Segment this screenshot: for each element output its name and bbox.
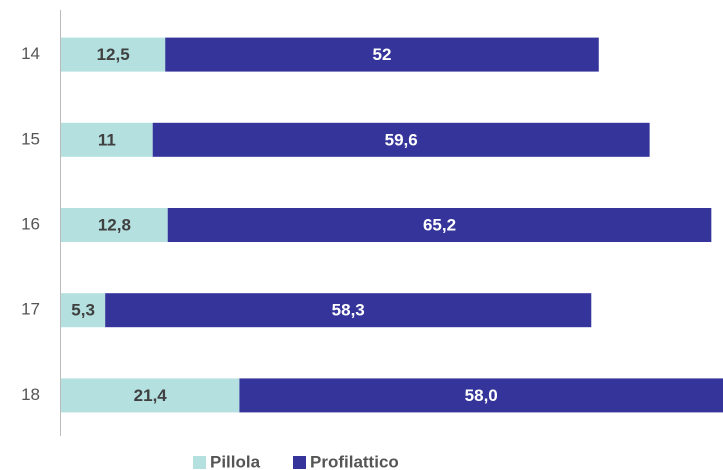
- bar-segment: [61, 208, 168, 242]
- y-tick-label: 15: [21, 129, 40, 148]
- data-label: 58,3: [332, 301, 365, 320]
- bar-segment: [165, 37, 599, 72]
- data-label: 65,2: [423, 215, 456, 234]
- legend-swatch: [193, 456, 206, 469]
- data-label: 59,6: [385, 130, 418, 149]
- y-tick-label: 17: [21, 300, 40, 319]
- bar-segment: [61, 293, 106, 328]
- data-label: 12,5: [97, 45, 130, 64]
- bar-segment: [152, 122, 650, 157]
- bar-segment: [61, 378, 240, 413]
- bar-segment: [61, 122, 153, 157]
- data-label: 11: [98, 130, 116, 149]
- data-label: 52: [373, 45, 392, 64]
- legend-swatch: [293, 456, 306, 469]
- bar-segment: [167, 208, 712, 242]
- legend-label: Pillola: [210, 452, 261, 470]
- data-label: 5,3: [71, 301, 95, 320]
- bar-segment: [61, 37, 166, 72]
- data-label: 58,0: [465, 386, 498, 405]
- y-tick-label: 16: [21, 214, 40, 233]
- y-tick-label: 14: [21, 44, 40, 63]
- data-label: 21,4: [134, 386, 168, 405]
- bar-segment: [105, 293, 592, 328]
- data-label: 12,8: [98, 215, 131, 234]
- legend-label: Profilattico: [310, 452, 399, 470]
- bar-segment: [239, 378, 723, 413]
- y-tick-label: 18: [21, 385, 40, 404]
